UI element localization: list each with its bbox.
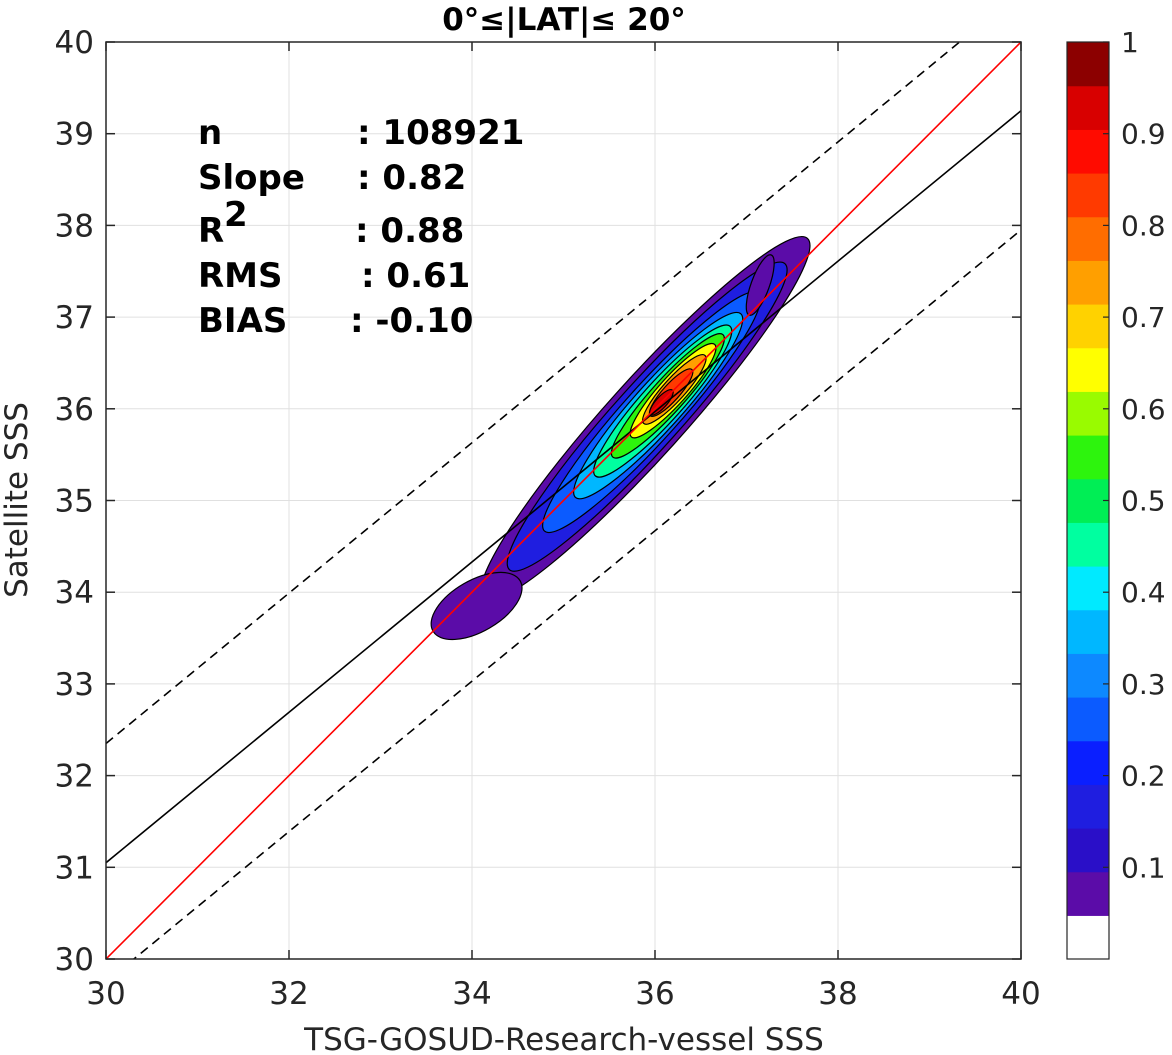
colorbar-swatch bbox=[1067, 740, 1109, 785]
colorbar-tick-label: 1 bbox=[1121, 26, 1139, 59]
stat-label: R bbox=[198, 211, 224, 251]
x-tick-label: 38 bbox=[818, 976, 857, 1012]
colorbar-swatch bbox=[1067, 304, 1109, 349]
stat-value: : 0.82 bbox=[357, 158, 466, 198]
stat-value: : 0.88 bbox=[355, 211, 464, 251]
fit-lower-dashed-line bbox=[132, 229, 1021, 959]
x-tick-label: 36 bbox=[635, 976, 674, 1012]
stat-value: : 108921 bbox=[357, 113, 524, 153]
y-tick-label: 37 bbox=[55, 300, 94, 336]
colorbar-swatch bbox=[1067, 391, 1109, 436]
colorbar-tick-label: 0.5 bbox=[1121, 485, 1166, 518]
y-axis-label: Satellite SSS bbox=[0, 402, 35, 598]
stat-superscript: 2 bbox=[224, 195, 248, 235]
y-tick-labels: 30 31 32 33 34 35 36 37 38 39 40 bbox=[55, 25, 94, 978]
axis-ticks bbox=[105, 41, 1022, 960]
x-tick-label: 32 bbox=[269, 976, 308, 1012]
colorbar-swatch bbox=[1067, 609, 1109, 654]
stat-label: BIAS bbox=[198, 301, 287, 341]
stat-value: : -0.10 bbox=[350, 301, 473, 341]
colorbar-swatch bbox=[1067, 435, 1109, 480]
colorbar-swatch bbox=[1067, 85, 1109, 130]
colorbar: 1 0.9 0.8 0.7 0.6 0.5 0.4 0.3 0.2 0.1 bbox=[1066, 26, 1166, 960]
colorbar-swatch bbox=[1067, 566, 1109, 611]
y-tick-label: 39 bbox=[55, 117, 94, 153]
colorbar-swatch bbox=[1067, 697, 1109, 742]
colorbar-swatch bbox=[1067, 173, 1109, 218]
colorbar-tick-label: 0.7 bbox=[1121, 301, 1166, 334]
one-to-one-line bbox=[106, 42, 1021, 959]
colorbar-swatch bbox=[1067, 129, 1109, 174]
x-tick-label: 30 bbox=[86, 976, 125, 1012]
y-tick-label: 36 bbox=[55, 392, 94, 428]
colorbar-swatch bbox=[1067, 260, 1109, 305]
x-tick-label: 34 bbox=[452, 976, 491, 1012]
colorbar-swatch bbox=[1067, 347, 1109, 392]
colorbar-swatch bbox=[1067, 478, 1109, 523]
regression-line bbox=[106, 110, 1021, 864]
y-tick-label: 34 bbox=[55, 575, 94, 611]
colorbar-swatch bbox=[1067, 828, 1109, 873]
colorbar-tick-label: 0.4 bbox=[1121, 576, 1166, 609]
chart-title: 0°≤|LAT|≤ 20° bbox=[442, 2, 686, 38]
colorbar-swatch bbox=[1067, 784, 1109, 829]
x-tick-labels: 30 32 34 36 38 40 bbox=[86, 976, 1040, 1012]
stat-label: n bbox=[198, 113, 222, 153]
x-axis-label: TSG-GOSUD-Research-vessel SSS bbox=[303, 1022, 824, 1055]
colorbar-swatch bbox=[1067, 522, 1109, 567]
colorbar-tick-label: 0.8 bbox=[1121, 209, 1166, 242]
fit-upper-dashed-line bbox=[106, 42, 961, 745]
colorbar-tick-label: 0.2 bbox=[1121, 760, 1166, 793]
y-tick-label: 30 bbox=[55, 942, 94, 978]
y-tick-label: 40 bbox=[55, 25, 94, 61]
colorbar-swatch bbox=[1067, 915, 1109, 960]
colorbar-swatch bbox=[1067, 871, 1109, 916]
colorbar-tick-label: 0.6 bbox=[1121, 393, 1166, 426]
stat-label: RMS bbox=[198, 256, 283, 296]
stats-box: n : 108921 Slope : 0.82 R 2 : 0.88 RMS : 0.61 BIA… bbox=[198, 113, 524, 341]
colorbar-tick-label: 0.9 bbox=[1121, 118, 1166, 151]
stat-value: : 0.61 bbox=[361, 256, 470, 296]
y-tick-label: 31 bbox=[55, 850, 94, 886]
y-tick-label: 32 bbox=[55, 759, 94, 795]
colorbar-tick-label: 0.3 bbox=[1121, 668, 1166, 701]
colorbar-swatch bbox=[1067, 216, 1109, 261]
colorbar-swatch bbox=[1067, 653, 1109, 698]
colorbar-swatch bbox=[1067, 42, 1109, 87]
y-tick-label: 38 bbox=[55, 208, 94, 244]
x-tick-label: 40 bbox=[1001, 976, 1040, 1012]
y-tick-label: 35 bbox=[55, 484, 94, 520]
stat-label: Slope bbox=[198, 158, 305, 198]
colorbar-tick-label: 0.1 bbox=[1121, 851, 1166, 884]
reference-lines bbox=[106, 42, 1021, 959]
y-tick-label: 33 bbox=[55, 667, 94, 703]
